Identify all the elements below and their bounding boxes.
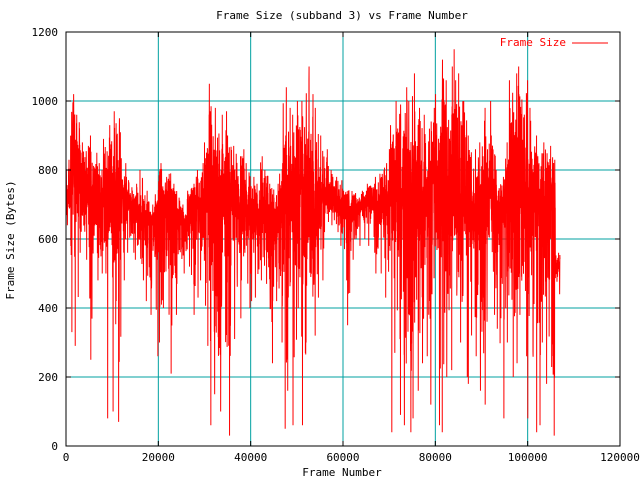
x-axis-label: Frame Number — [302, 466, 382, 479]
x-tick-label: 40000 — [234, 451, 267, 464]
x-tick-label: 0 — [63, 451, 70, 464]
y-tick-label: 200 — [38, 371, 58, 384]
tick-layer: 0 20000 40000 60000 80000 100000 120000 0 200 400… — [32, 26, 640, 464]
y-tick-label: 800 — [38, 164, 58, 177]
y-tick-label: 1200 — [32, 26, 59, 39]
legend-label: Frame Size — [500, 36, 566, 49]
series-layer — [65, 49, 561, 436]
x-tick-label: 100000 — [508, 451, 548, 464]
x-tick-label: 60000 — [326, 451, 359, 464]
y-tick-label: 0 — [51, 440, 58, 453]
y-tick-label: 600 — [38, 233, 58, 246]
chart-title: Frame Size (subband 3) vs Frame Number — [216, 9, 468, 22]
x-tick-label: 20000 — [142, 451, 175, 464]
y-axis-label: Frame Size (Bytes) — [4, 180, 17, 299]
y-tick-label: 400 — [38, 302, 58, 315]
legend: Frame Size — [500, 36, 608, 49]
x-tick-label: 80000 — [419, 451, 452, 464]
series-line-frame-size — [65, 49, 561, 436]
x-tick-label: 120000 — [600, 451, 640, 464]
y-tick-label: 1000 — [32, 95, 59, 108]
